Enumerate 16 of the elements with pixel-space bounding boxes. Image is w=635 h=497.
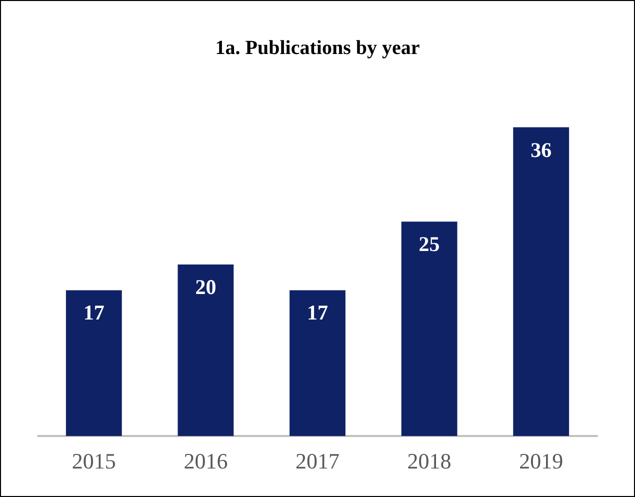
chart-title: 1a. Publications by year bbox=[215, 37, 420, 59]
x-tick-label: 2016 bbox=[184, 448, 228, 474]
bar bbox=[66, 290, 122, 436]
bar bbox=[401, 222, 458, 436]
data-label: 25 bbox=[418, 232, 440, 256]
bar bbox=[178, 264, 234, 436]
x-tick-label: 2018 bbox=[407, 448, 452, 474]
bar bbox=[513, 127, 570, 436]
data-label: 36 bbox=[530, 138, 552, 162]
x-tick-label: 2017 bbox=[296, 448, 340, 474]
x-tick-label: 2015 bbox=[72, 448, 116, 474]
bar bbox=[290, 290, 346, 436]
x-tick-label: 2019 bbox=[519, 448, 564, 474]
data-label: 20 bbox=[195, 275, 216, 299]
data-label: 17 bbox=[307, 300, 328, 325]
data-label: 17 bbox=[83, 300, 104, 325]
